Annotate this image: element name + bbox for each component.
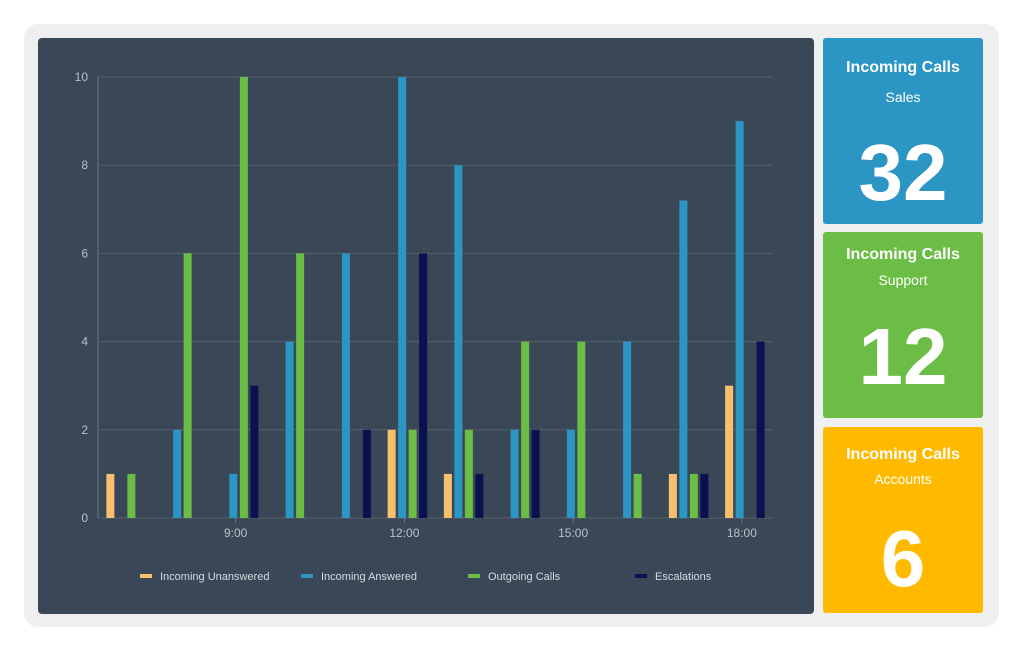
card-sales: Incoming Calls Sales 32 (823, 38, 983, 224)
bar-incoming-answered (510, 429, 519, 518)
card-accounts: Incoming Calls Accounts 6 (823, 427, 983, 613)
legend-label: Outgoing Calls (488, 571, 561, 583)
bar-outgoing-calls (577, 341, 586, 518)
x-axis-ticks: 9:00 12:00 15:00 18:00 (224, 518, 757, 540)
bar-incoming-answered (623, 341, 632, 518)
card-value: 32 (858, 128, 948, 217)
bar-incoming-answered (173, 429, 182, 518)
y-tick-label: 10 (75, 70, 89, 84)
bars (106, 77, 765, 519)
card-title: Incoming Calls (846, 446, 960, 463)
bar-escalations (250, 385, 259, 518)
legend-swatch (301, 574, 313, 578)
bar-escalations (362, 429, 371, 518)
x-tick-label: 12:00 (389, 526, 419, 540)
legend-label: Escalations (655, 571, 712, 583)
card-subtitle: Support (878, 272, 928, 288)
bar-outgoing-calls (296, 253, 305, 518)
bar-incoming-answered (566, 429, 575, 518)
x-tick-label: 9:00 (224, 526, 248, 540)
card-subtitle: Sales (885, 89, 921, 105)
calls-chart-panel: 0 2 4 6 8 10 9:00 12:00 15:00 18:00 Incoming Una… (38, 38, 814, 614)
bar-incoming-answered (735, 121, 744, 518)
legend-label: Incoming Unanswered (160, 571, 269, 583)
bar-incoming-unanswered (387, 429, 396, 518)
legend-swatch (468, 574, 480, 578)
bar-incoming-answered (679, 200, 688, 519)
bar-outgoing-calls (521, 341, 530, 518)
bar-outgoing-calls (127, 473, 136, 518)
y-axis-ticks: 0 2 4 6 8 10 (75, 70, 89, 525)
x-tick-label: 18:00 (727, 526, 757, 540)
bar-escalations (419, 253, 428, 518)
legend-swatch (140, 574, 152, 578)
bar-incoming-unanswered (106, 473, 115, 518)
bar-outgoing-calls (633, 473, 642, 518)
bar-outgoing-calls (239, 77, 248, 518)
bar-incoming-answered (454, 165, 463, 518)
legend-item: Outgoing Calls (468, 571, 561, 583)
card-value: 6 (880, 514, 926, 603)
bar-escalations (531, 429, 540, 518)
legend-label: Incoming Answered (321, 571, 417, 583)
x-tick-label: 15:00 (558, 526, 588, 540)
bar-incoming-answered (398, 77, 407, 518)
bar-incoming-unanswered (725, 385, 734, 518)
y-tick-label: 6 (81, 246, 88, 260)
y-tick-label: 8 (81, 158, 88, 172)
y-tick-label: 0 (81, 511, 88, 525)
y-tick-label: 4 (81, 335, 88, 349)
bar-incoming-answered (229, 473, 238, 518)
bar-outgoing-calls (408, 429, 417, 518)
card-support: Incoming Calls Support 12 (823, 232, 983, 418)
legend-item: Escalations (635, 571, 712, 583)
bar-outgoing-calls (464, 429, 473, 518)
bar-outgoing-calls (689, 473, 698, 518)
bar-incoming-unanswered (668, 473, 677, 518)
legend: Incoming Unanswered Incoming Answered Outg… (140, 571, 712, 583)
legend-item: Incoming Unanswered (140, 571, 269, 583)
card-title: Incoming Calls (846, 246, 960, 263)
y-tick-label: 2 (81, 423, 88, 437)
bar-escalations (756, 341, 765, 518)
bar-incoming-unanswered (443, 473, 452, 518)
grid-lines (97, 76, 773, 519)
legend-item: Incoming Answered (301, 571, 417, 583)
bar-escalations (700, 473, 709, 518)
bar-incoming-answered (285, 341, 294, 518)
card-value: 12 (858, 312, 948, 401)
card-title: Incoming Calls (846, 59, 960, 76)
bar-incoming-answered (341, 253, 350, 518)
calls-bar-chart: 0 2 4 6 8 10 9:00 12:00 15:00 18:00 Incoming Una… (75, 70, 773, 583)
bar-outgoing-calls (183, 253, 192, 518)
legend-swatch (635, 574, 647, 578)
card-subtitle: Accounts (874, 471, 932, 487)
bar-escalations (475, 473, 484, 518)
